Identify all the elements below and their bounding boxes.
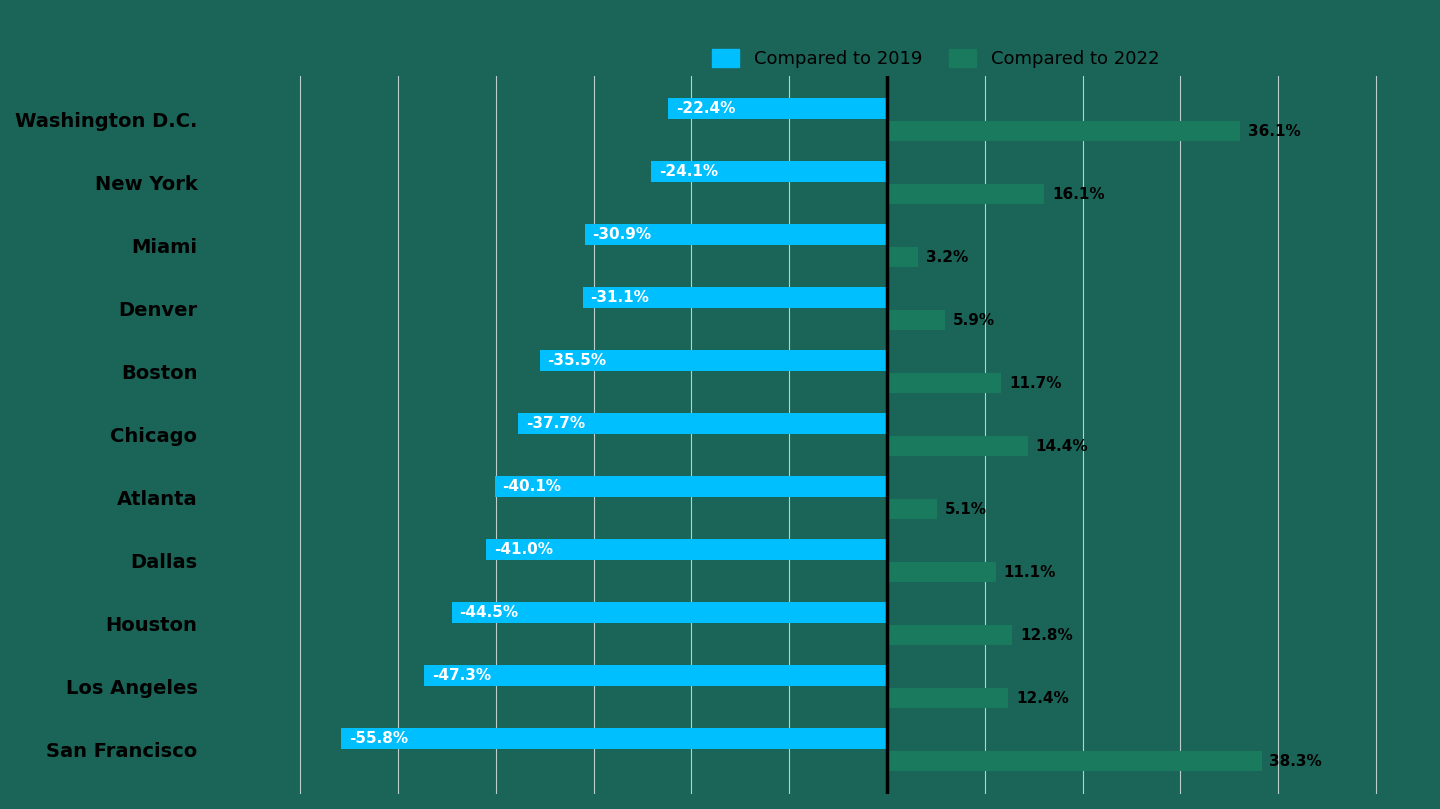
Bar (452, 603, 887, 623)
Bar (887, 562, 995, 582)
Text: -37.7%: -37.7% (526, 416, 585, 431)
Bar (887, 310, 945, 330)
Text: -44.5%: -44.5% (459, 605, 518, 620)
Legend: Compared to 2019, Compared to 2022: Compared to 2019, Compared to 2022 (706, 41, 1166, 75)
Bar (341, 728, 887, 748)
Text: 12.4%: 12.4% (1017, 691, 1068, 705)
Text: 36.1%: 36.1% (1248, 124, 1300, 138)
Bar (887, 184, 1044, 204)
Text: 12.8%: 12.8% (1020, 628, 1073, 642)
Bar (887, 751, 1261, 771)
Text: 14.4%: 14.4% (1035, 438, 1089, 454)
Text: 5.9%: 5.9% (952, 313, 995, 328)
Bar (887, 373, 1001, 393)
Bar (887, 121, 1240, 142)
Bar (583, 287, 887, 307)
Text: 11.1%: 11.1% (1004, 565, 1056, 580)
Text: 16.1%: 16.1% (1053, 187, 1104, 201)
Text: -35.5%: -35.5% (547, 353, 606, 368)
Text: 3.2%: 3.2% (926, 250, 968, 265)
Bar (887, 625, 1012, 646)
Text: -31.1%: -31.1% (590, 290, 649, 305)
Text: -47.3%: -47.3% (432, 668, 491, 683)
Bar (887, 247, 919, 267)
Bar (887, 436, 1028, 456)
Bar (668, 99, 887, 119)
Bar (495, 477, 887, 497)
Bar (887, 499, 937, 519)
Text: -30.9%: -30.9% (592, 227, 652, 242)
Bar (651, 162, 887, 181)
Text: 11.7%: 11.7% (1009, 375, 1061, 391)
Text: -24.1%: -24.1% (660, 164, 719, 179)
Text: -22.4%: -22.4% (675, 101, 734, 116)
Text: -40.1%: -40.1% (503, 479, 562, 494)
Bar (540, 350, 887, 371)
Bar (585, 224, 887, 244)
Text: 5.1%: 5.1% (945, 502, 986, 517)
Bar (425, 666, 887, 685)
Bar (887, 688, 1008, 709)
Bar (518, 413, 887, 434)
Text: 38.3%: 38.3% (1270, 754, 1322, 769)
Text: -41.0%: -41.0% (494, 542, 553, 557)
Text: -55.8%: -55.8% (348, 731, 408, 746)
Bar (485, 540, 887, 560)
